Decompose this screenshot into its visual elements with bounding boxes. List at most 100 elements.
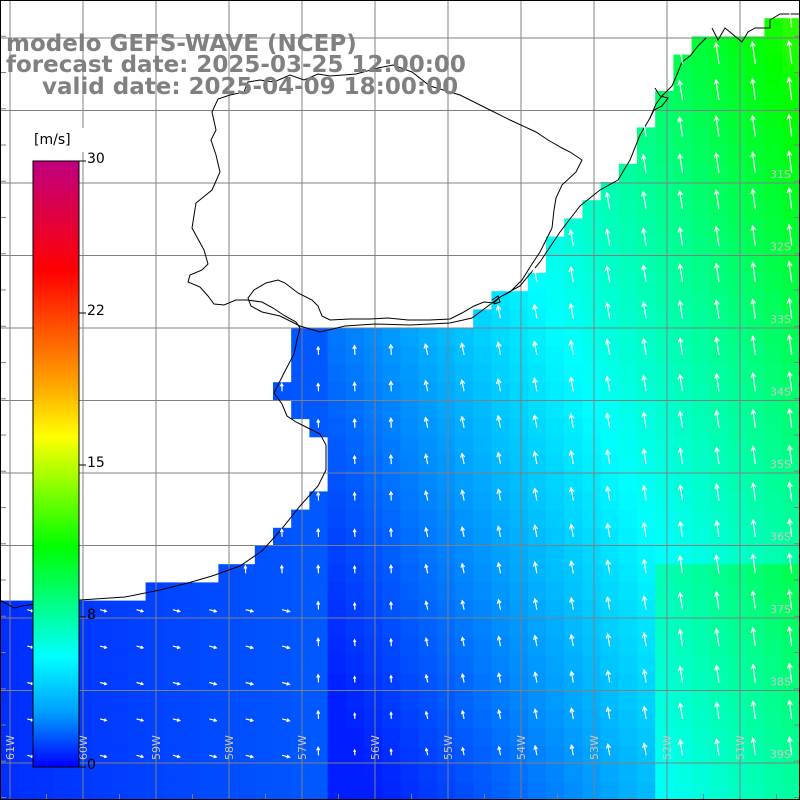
wind-cell [182,673,201,693]
forecast-date: forecast date: 2025-03-25 12:00:00 [6,52,466,78]
wind-cell [546,291,565,310]
wind-cell [582,600,602,620]
wind-cell [673,236,693,256]
wind-cell [728,345,747,365]
wind-cell [436,509,456,529]
wind-cell [382,400,401,420]
wind-cell [782,564,800,583]
wind-cell [655,691,674,711]
wind-arrow [279,382,284,392]
wind-arrow [461,746,465,756]
wind-cell [109,782,128,800]
wind-arrow [714,446,720,465]
wind-cell [673,455,693,474]
wind-cell [473,527,492,547]
wind-cell [746,473,765,492]
wind-cell [709,127,729,147]
lon-label: 58W [223,735,236,760]
wind-cell [145,673,165,693]
wind-cell [691,163,711,183]
wind-cell [236,764,256,784]
wind-cell [491,509,511,529]
wind-arrow [281,718,291,723]
lagoon-outline [649,87,669,119]
wind-arrow [677,336,684,355]
wind-cell [364,491,383,511]
wind-cell [600,764,620,784]
wind-cell [782,746,800,765]
wind-cell [764,782,784,800]
wind-arrow [459,378,466,392]
wind-cell [655,728,674,747]
wind-arrow [714,701,720,719]
wind-cell [382,764,401,784]
wind-arrow [786,297,793,319]
wind-cell [0,764,19,784]
wind-cell [564,600,583,620]
wind-cell [291,364,310,383]
wind-cell [309,509,329,529]
wind-cell [728,455,747,474]
wind-cell [400,764,420,784]
wind-arrow [423,342,429,356]
wind-cell [600,673,620,693]
wind-cell [509,746,529,765]
wind-cell [127,691,147,711]
wind-cell [327,382,347,401]
wind-cell [546,582,565,602]
wind-cell [782,18,800,37]
wind-arrow [316,600,321,610]
wind-arrow [787,736,793,756]
wind-cell [182,782,201,800]
wind-cell [382,527,401,547]
wind-arrow [460,599,466,610]
wind-cell [728,327,747,347]
wind-arrow [677,520,684,537]
wind-cell [364,782,383,800]
wind-cell [655,546,674,565]
wind-cell [782,163,800,183]
wind-cell [673,473,693,492]
wind-cell [709,309,729,329]
wind-cell [400,509,420,529]
wind-cell [491,655,511,674]
wind-cell [18,691,37,711]
wind-arrow [497,708,502,720]
wind-cell [54,782,74,800]
wind-arrow [99,754,108,759]
wind-cell [109,637,128,656]
wind-arrow [532,340,538,356]
wind-arrow [245,754,255,759]
wind-cell [455,327,474,347]
wind-cell [473,327,492,347]
colorbar-tick-15: 15 [87,455,105,471]
wind-cell [491,345,511,365]
wind-cell [509,364,529,383]
wind-cell [364,728,383,747]
wind-cell [436,455,456,474]
wind-cell [109,764,128,784]
wind-cell [491,782,511,800]
wind-cell [109,600,128,620]
wind-cell [382,364,401,383]
wind-cell [655,455,674,474]
wind-arrow [641,705,648,719]
wind-arrow [786,370,793,392]
wind-cell [746,509,765,529]
wind-cell [473,455,492,474]
wind-cell [582,618,602,638]
wind-cell [382,600,401,620]
wind-arrow [568,302,575,319]
wind-cell [564,764,583,784]
wind-arrow [243,564,248,574]
wind-cell [782,236,800,256]
wind-cell [728,655,747,674]
model-title: modelo GEFS-WAVE (NCEP) [6,31,357,57]
wind-arrow [424,489,429,501]
wind-cell [709,364,729,383]
colorbar-tick-0: 0 [87,757,96,773]
lat-label: 36S [770,531,791,544]
wind-cell [728,91,747,110]
wind-cell [418,564,438,583]
